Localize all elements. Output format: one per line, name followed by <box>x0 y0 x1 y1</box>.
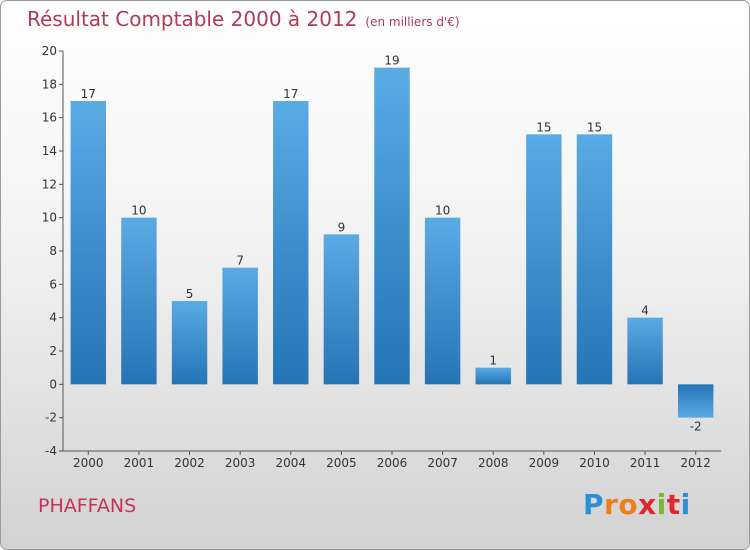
logo-letter: o <box>618 488 639 521</box>
x-tick-label: 2011 <box>630 456 661 470</box>
logo-letter: x <box>638 488 657 521</box>
y-tick-label: 8 <box>49 244 57 258</box>
commune-name: PHAFFANS <box>38 495 137 517</box>
x-tick-label: 2007 <box>427 456 458 470</box>
chart-title: Résultat Comptable 2000 à 2012 (en millie… <box>27 7 460 31</box>
bar-2006 <box>374 67 410 385</box>
bar-2003 <box>222 267 258 385</box>
bar-2002 <box>171 301 208 385</box>
bars <box>70 67 714 418</box>
bar-2001 <box>121 217 157 385</box>
proxiti-logo: Proxiti <box>583 488 691 521</box>
x-tick-label: 2006 <box>377 456 408 470</box>
value-label-2003: 7 <box>236 254 244 268</box>
value-label-2008: 1 <box>489 354 497 368</box>
x-tick-label: 2003 <box>225 456 256 470</box>
bar-2011 <box>627 317 663 385</box>
x-tick-label: 2005 <box>326 456 357 470</box>
x-tick-label: 2008 <box>478 456 509 470</box>
bar-2009 <box>526 134 562 385</box>
value-label-2010: 15 <box>587 120 602 134</box>
value-label-2005: 9 <box>338 220 346 234</box>
x-tick-label: 2002 <box>174 456 205 470</box>
value-label-2004: 17 <box>283 87 298 101</box>
logo-letter: r <box>604 488 619 521</box>
y-tick-label: 12 <box>42 177 57 191</box>
y-tick-label: 18 <box>42 77 57 91</box>
y-tick-label: 0 <box>49 377 57 391</box>
y-tick-label: 4 <box>49 311 57 325</box>
bar-2010 <box>576 134 613 385</box>
bar-2004 <box>273 101 309 385</box>
x-tick-label: 2010 <box>579 456 610 470</box>
bar-2007 <box>424 217 461 385</box>
y-tick-label: -4 <box>45 444 57 458</box>
chart-subtitle: (en milliers d'€) <box>365 15 460 29</box>
x-tick-label: 2000 <box>73 456 104 470</box>
x-tick-label: 2004 <box>275 456 306 470</box>
y-tick-label: -2 <box>45 411 57 425</box>
x-tick-label: 2001 <box>124 456 155 470</box>
y-tick-label: 2 <box>49 344 57 358</box>
x-tick-label: 2009 <box>529 456 560 470</box>
value-label-2011: 4 <box>641 304 649 318</box>
title-text: Résultat Comptable 2000 à 2012 <box>27 7 358 31</box>
bar-2012 <box>677 384 714 418</box>
value-label-2001: 10 <box>131 204 146 218</box>
bar-2008 <box>475 367 511 385</box>
value-label-2002: 5 <box>186 287 194 301</box>
logo-letter: i <box>656 488 667 521</box>
value-label-2000: 17 <box>81 87 96 101</box>
logo-letter: i <box>680 488 691 521</box>
value-label-2007: 10 <box>435 204 450 218</box>
value-label-2009: 15 <box>536 120 551 134</box>
y-tick-label: 14 <box>42 144 57 158</box>
y-tick-label: 10 <box>42 211 57 225</box>
y-tick-label: 16 <box>42 111 57 125</box>
y-tick-label: 20 <box>42 44 57 58</box>
value-label-2012: -2 <box>690 420 702 434</box>
logo-letter: t <box>666 488 681 521</box>
value-labels: 17 10 5 7 17 9 19 10 1 15 15 4 -2 <box>81 54 702 434</box>
bar-2000 <box>70 101 107 385</box>
value-label-2006: 19 <box>384 54 399 68</box>
y-tick-label: 6 <box>49 277 57 291</box>
bar-2005 <box>323 234 360 385</box>
x-tick-label: 2012 <box>680 456 711 470</box>
logo-letter: P <box>583 488 605 521</box>
